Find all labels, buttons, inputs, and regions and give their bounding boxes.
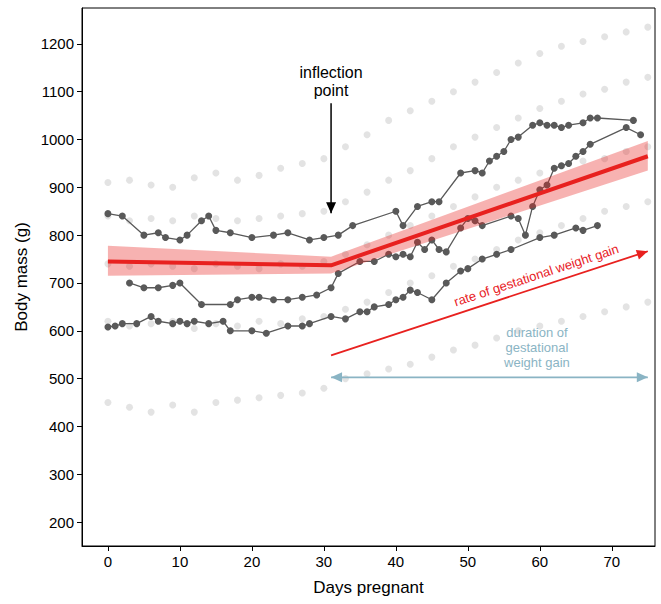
svg-text:10: 10 — [172, 553, 189, 570]
svg-text:Body mass (g): Body mass (g) — [12, 222, 31, 332]
svg-text:Days pregnant: Days pregnant — [313, 578, 424, 597]
svg-text:700: 700 — [49, 274, 74, 291]
svg-text:weight gain: weight gain — [503, 355, 570, 370]
svg-text:gestational: gestational — [505, 340, 568, 355]
svg-text:60: 60 — [531, 553, 548, 570]
svg-text:1100: 1100 — [42, 83, 74, 100]
svg-text:800: 800 — [49, 227, 74, 244]
svg-text:1000: 1000 — [41, 131, 74, 148]
svg-text:300: 300 — [49, 466, 74, 483]
svg-text:1200: 1200 — [41, 35, 74, 52]
svg-text:duration of: duration of — [506, 325, 568, 340]
svg-text:200: 200 — [49, 514, 74, 531]
svg-text:rate of gestational weight gai: rate of gestational weight gain — [452, 241, 621, 309]
svg-text:400: 400 — [49, 418, 74, 435]
svg-text:600: 600 — [49, 322, 74, 339]
svg-text:point: point — [314, 82, 349, 99]
svg-text:70: 70 — [603, 553, 620, 570]
svg-text:inflection: inflection — [299, 64, 362, 81]
svg-text:50: 50 — [459, 553, 476, 570]
svg-text:500: 500 — [49, 370, 74, 387]
svg-text:20: 20 — [244, 553, 261, 570]
svg-text:900: 900 — [49, 179, 74, 196]
svg-text:30: 30 — [316, 553, 333, 570]
svg-text:40: 40 — [388, 553, 405, 570]
svg-text:0: 0 — [104, 553, 112, 570]
